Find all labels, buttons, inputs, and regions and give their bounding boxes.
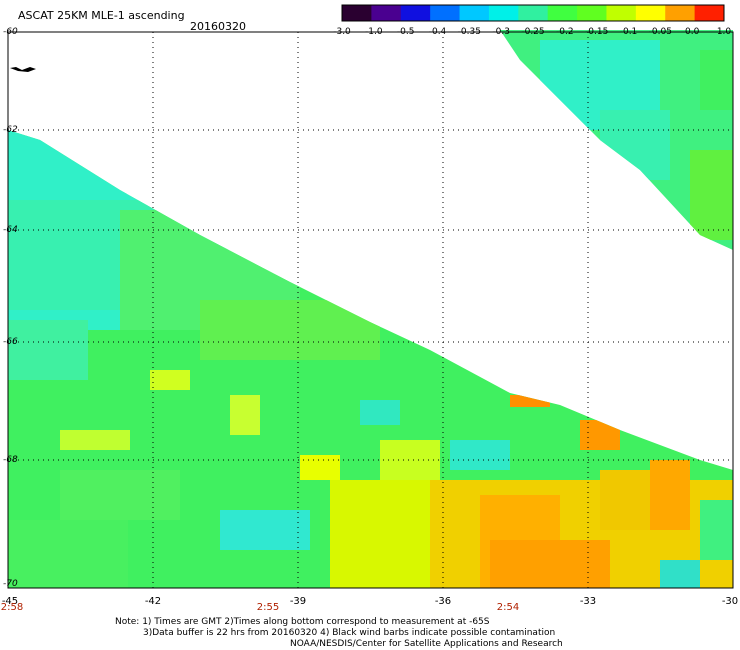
lon-label: -39: [289, 596, 307, 607]
lon-label: -45: [1, 596, 19, 607]
colorbar-tick-label: -0.15: [585, 27, 609, 37]
colorbar-swatch: [635, 5, 666, 21]
lat-label: -64: [3, 225, 18, 235]
note-line-1: Note: 1) Times are GMT 2)Times along bot…: [115, 617, 490, 627]
colorbar-swatch: [577, 5, 607, 21]
colorbar-tick-label: -3.0: [333, 27, 351, 37]
lower-swath: [8, 130, 733, 588]
colorbar-tick-label: -0.4: [428, 27, 447, 37]
colorbar-tick-label: -0.5: [396, 27, 415, 37]
map-frame: [7, 31, 734, 589]
upper-swath: [500, 30, 733, 250]
colorbar-tick-label: -0.1: [619, 27, 638, 37]
lon-label: -36: [434, 596, 452, 607]
colorbar-swatch: [547, 5, 578, 21]
colorbar-swatch: [606, 5, 637, 21]
note-line-3: NOAA/NESDIS/Center for Satellite Applica…: [290, 639, 563, 649]
colorbar-tick-label: -0.05: [648, 27, 672, 37]
colorbar-tick-label: 0.0: [684, 27, 700, 37]
time-label: 2:54: [496, 602, 520, 613]
time-label: 2:58: [0, 602, 24, 613]
map-title: ASCAT 25KM MLE-1 ascending: [18, 9, 185, 22]
note-line-2: 3)Data buffer is 22 hrs from 20160320 4)…: [143, 628, 556, 638]
colorbar: [341, 4, 725, 22]
time-label: 2:55: [256, 602, 280, 613]
map-date: 20160320: [190, 20, 246, 33]
lon-label: -30: [721, 596, 739, 607]
colorbar-swatch: [430, 5, 461, 21]
colorbar-tick-label: -0.2: [556, 27, 574, 37]
colorbar-swatch: [342, 5, 372, 21]
colorbar-swatch: [694, 5, 725, 21]
lat-label: -68: [3, 455, 18, 465]
grid: [8, 32, 733, 588]
lon-label: -33: [579, 596, 597, 607]
colorbar-swatch: [518, 5, 549, 21]
colorbar-tick-label: -0.3: [492, 27, 510, 37]
colorbar-swatch: [371, 5, 402, 21]
lat-label: -66: [3, 337, 18, 347]
colorbar-swatch: [488, 5, 519, 21]
colorbar-swatch: [400, 5, 431, 21]
lat-label: -62: [3, 125, 18, 135]
colorbar-frame: [341, 4, 725, 22]
colorbar-tick-label: 1.0: [716, 27, 732, 37]
lat-label: -70: [3, 579, 18, 589]
colorbar-swatch: [459, 5, 490, 21]
colorbar-swatch: [665, 5, 696, 21]
colorbar-tick-label: -0.25: [521, 27, 545, 37]
lat-label: -60: [3, 27, 18, 37]
colorbar-tick-label: -1.0: [365, 27, 383, 37]
lon-label: -42: [144, 596, 162, 607]
colorbar-tick-label: -0.35: [457, 27, 481, 37]
